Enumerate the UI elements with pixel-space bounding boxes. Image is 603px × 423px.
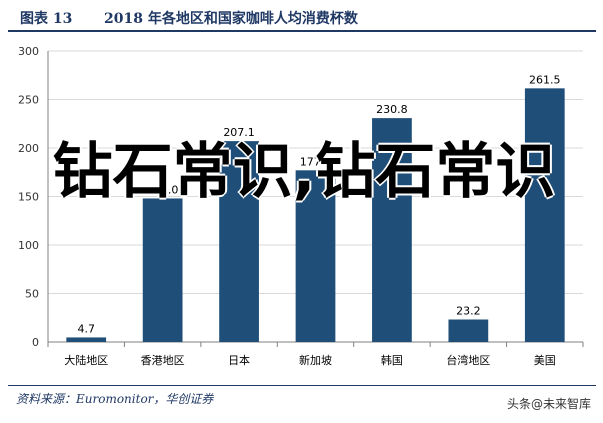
source-note: 资料来源：Euromonitor，华创证券 — [16, 392, 214, 406]
bar — [142, 198, 183, 342]
y-tick-label: 100 — [18, 239, 39, 252]
data-label: 23.2 — [456, 304, 481, 317]
data-label: 230.8 — [376, 103, 408, 116]
title-bar: 图表 13 2018 年各地区和国家咖啡人均消费杯数 — [8, 4, 596, 32]
figure-number: 图表 13 — [20, 11, 73, 27]
y-tick-label: 300 — [18, 45, 39, 58]
data-label: 207.1 — [223, 126, 255, 139]
x-tick-label: 日本 — [228, 353, 250, 367]
data-label: 177.0 — [300, 155, 332, 168]
bar — [295, 170, 336, 342]
bar — [524, 88, 565, 342]
y-tick-label: 0 — [32, 336, 39, 349]
y-tick-label: 250 — [18, 94, 39, 107]
x-tick-label: 韩国 — [381, 353, 403, 367]
bar — [448, 319, 489, 342]
bar — [219, 141, 259, 342]
x-tick-label: 香港地区 — [141, 354, 185, 367]
y-tick-label: 150 — [18, 191, 39, 204]
bar — [66, 337, 107, 342]
x-tick-label: 大陆地区 — [64, 353, 108, 367]
bottom-rule — [8, 385, 596, 386]
chart-title: 2018 年各地区和国家咖啡人均消费杯数 — [104, 11, 358, 27]
credit-text: 头条@未来智库 — [506, 397, 591, 411]
y-tick-label: 50 — [25, 288, 39, 301]
x-tick-label: 新加坡 — [299, 353, 332, 367]
x-tick-label: 台湾地区 — [446, 353, 490, 367]
data-label: 261.5 — [529, 73, 561, 86]
data-label: 148.0 — [147, 183, 179, 196]
bar-chart: 0 50 100 150 200 250 300 4.7 大陆地区 148.0 香港地区 207.1 日… — [18, 45, 584, 367]
y-tick-label: 200 — [18, 142, 39, 155]
data-label: 4.7 — [77, 322, 95, 335]
x-tick-label: 美国 — [534, 354, 556, 367]
bar — [372, 118, 412, 343]
